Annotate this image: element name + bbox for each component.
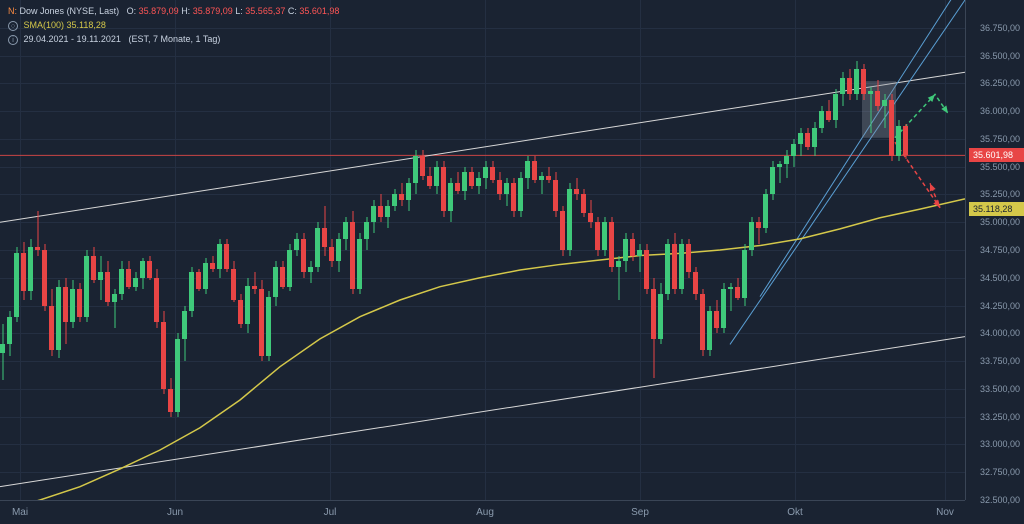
y-tick-label: 34.000,00 xyxy=(980,328,1020,338)
x-tick-label: Nov xyxy=(936,507,954,518)
y-tick-label: 34.250,00 xyxy=(980,301,1020,311)
x-tick-label: Jul xyxy=(324,507,337,518)
x-tick-label: Aug xyxy=(476,507,494,518)
h-label: H: xyxy=(181,6,190,16)
o-label: O: xyxy=(127,6,137,16)
chart-container: N: Dow Jones (NYSE, Last) O: 35.879,09 H… xyxy=(0,0,1024,524)
y-tick-label: 33.750,00 xyxy=(980,356,1020,366)
plot-area[interactable]: N: Dow Jones (NYSE, Last) O: 35.879,09 H… xyxy=(0,0,965,500)
x-axis: Mai Jun Jul Aug Sep Okt Nov xyxy=(0,500,965,524)
range-suffix: (EST, 7 Monate, 1 Tag) xyxy=(128,34,220,44)
price-tag-sma: 35.118,28 xyxy=(969,202,1024,216)
l-label: L: xyxy=(235,6,243,16)
chart-header: N: Dow Jones (NYSE, Last) O: 35.879,09 H… xyxy=(8,4,339,46)
price-tag-last: 35.601,98 xyxy=(969,148,1024,162)
c-value: 35.601,98 xyxy=(299,6,339,16)
y-tick-label: 32.500,00 xyxy=(980,495,1020,505)
x-tick-label: Okt xyxy=(787,507,803,518)
date-range: 29.04.2021 - 19.11.2021 xyxy=(24,34,121,44)
y-tick-label: 35.500,00 xyxy=(980,162,1020,172)
y-axis: 32.500,0032.750,0033.000,0033.250,0033.5… xyxy=(965,0,1024,500)
h-value: 35.879,09 xyxy=(193,6,233,16)
sma-name: SMA(100) xyxy=(24,20,65,30)
o-value: 35.879,09 xyxy=(139,6,179,16)
y-tick-label: 33.500,00 xyxy=(980,384,1020,394)
x-tick-label: Jun xyxy=(167,507,183,518)
l-value: 35.565,37 xyxy=(245,6,285,16)
y-tick-label: 33.000,00 xyxy=(980,439,1020,449)
x-tick-label: Mai xyxy=(12,507,28,518)
y-tick-label: 35.250,00 xyxy=(980,189,1020,199)
y-tick-label: 36.750,00 xyxy=(980,23,1020,33)
symbol-name: Dow Jones xyxy=(20,6,65,16)
exchange: (NYSE, Last) xyxy=(67,6,120,16)
y-tick-label: 32.750,00 xyxy=(980,467,1020,477)
info-icon[interactable]: i xyxy=(8,35,18,45)
symbol-prefix: N: xyxy=(8,6,17,16)
c-label: C: xyxy=(288,6,297,16)
y-tick-label: 36.250,00 xyxy=(980,78,1020,88)
sma-value: 35.118,28 xyxy=(67,20,106,30)
y-tick-label: 36.000,00 xyxy=(980,106,1020,116)
eye-icon[interactable]: ○ xyxy=(8,21,18,31)
y-tick-label: 36.500,00 xyxy=(980,51,1020,61)
x-tick-label: Sep xyxy=(631,507,649,518)
y-tick-label: 34.500,00 xyxy=(980,273,1020,283)
y-tick-label: 34.750,00 xyxy=(980,245,1020,255)
y-tick-label: 35.000,00 xyxy=(980,217,1020,227)
y-tick-label: 33.250,00 xyxy=(980,412,1020,422)
y-tick-label: 35.750,00 xyxy=(980,134,1020,144)
